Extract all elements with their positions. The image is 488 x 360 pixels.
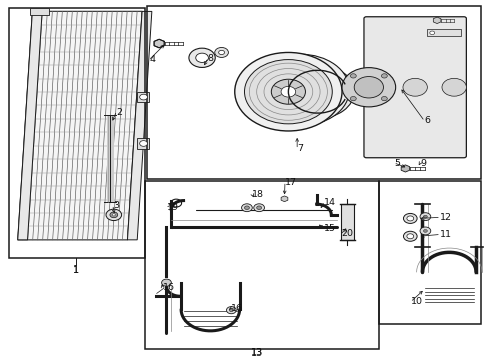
Circle shape bbox=[226, 307, 236, 314]
Circle shape bbox=[140, 141, 147, 146]
Circle shape bbox=[423, 229, 427, 232]
Circle shape bbox=[403, 231, 416, 241]
Circle shape bbox=[423, 215, 427, 218]
Polygon shape bbox=[432, 17, 440, 23]
Polygon shape bbox=[154, 39, 164, 48]
Text: 8: 8 bbox=[207, 54, 213, 63]
Circle shape bbox=[218, 50, 224, 55]
Circle shape bbox=[229, 309, 233, 312]
Polygon shape bbox=[427, 29, 461, 36]
Circle shape bbox=[110, 212, 118, 218]
Circle shape bbox=[402, 78, 427, 96]
Circle shape bbox=[112, 214, 115, 216]
Bar bbox=[9, 8, 144, 258]
Bar bbox=[340, 204, 353, 240]
Circle shape bbox=[271, 79, 305, 104]
Polygon shape bbox=[127, 12, 152, 240]
Text: 20: 20 bbox=[340, 229, 352, 238]
Polygon shape bbox=[281, 196, 287, 202]
Text: 1: 1 bbox=[73, 266, 79, 275]
Circle shape bbox=[350, 96, 356, 101]
Text: 11: 11 bbox=[439, 230, 450, 239]
Text: 1: 1 bbox=[73, 265, 79, 275]
FancyBboxPatch shape bbox=[363, 17, 466, 158]
Text: 7: 7 bbox=[297, 144, 303, 153]
Polygon shape bbox=[137, 92, 149, 103]
Text: 13: 13 bbox=[250, 348, 262, 358]
Circle shape bbox=[195, 53, 208, 62]
Circle shape bbox=[188, 48, 215, 67]
Circle shape bbox=[244, 60, 331, 124]
Circle shape bbox=[406, 216, 413, 221]
Polygon shape bbox=[18, 12, 142, 240]
Text: 2: 2 bbox=[116, 108, 122, 117]
Text: 9: 9 bbox=[419, 159, 425, 168]
Text: 16: 16 bbox=[230, 304, 243, 313]
Text: 15: 15 bbox=[324, 224, 335, 233]
Circle shape bbox=[353, 77, 383, 98]
Circle shape bbox=[234, 53, 341, 131]
Circle shape bbox=[381, 96, 386, 101]
Circle shape bbox=[290, 72, 344, 111]
Circle shape bbox=[403, 213, 416, 224]
Text: 16: 16 bbox=[162, 283, 174, 292]
Circle shape bbox=[214, 48, 228, 58]
Text: 5: 5 bbox=[394, 159, 400, 168]
Text: 19: 19 bbox=[166, 203, 178, 212]
Text: 18: 18 bbox=[252, 190, 264, 199]
Circle shape bbox=[441, 78, 466, 96]
Circle shape bbox=[253, 204, 264, 212]
Circle shape bbox=[261, 61, 339, 118]
Bar bbox=[378, 181, 480, 324]
Text: 12: 12 bbox=[439, 213, 450, 222]
Circle shape bbox=[106, 209, 122, 221]
Circle shape bbox=[241, 204, 252, 212]
Polygon shape bbox=[18, 12, 42, 240]
Polygon shape bbox=[137, 138, 149, 149]
Circle shape bbox=[244, 206, 249, 210]
Circle shape bbox=[419, 213, 430, 221]
Text: 14: 14 bbox=[324, 198, 335, 207]
Polygon shape bbox=[30, 8, 49, 15]
Text: 13: 13 bbox=[250, 348, 262, 357]
Circle shape bbox=[381, 74, 386, 78]
Bar bbox=[147, 6, 480, 179]
Circle shape bbox=[350, 74, 356, 78]
Circle shape bbox=[281, 65, 353, 118]
Circle shape bbox=[419, 227, 430, 235]
Text: 10: 10 bbox=[410, 297, 423, 306]
Bar bbox=[144, 181, 378, 349]
Circle shape bbox=[363, 78, 387, 96]
Text: 3: 3 bbox=[113, 202, 119, 211]
Circle shape bbox=[140, 94, 147, 100]
Circle shape bbox=[341, 68, 395, 107]
Circle shape bbox=[406, 234, 413, 239]
Text: 4: 4 bbox=[149, 55, 155, 64]
Circle shape bbox=[429, 31, 434, 35]
Text: 6: 6 bbox=[423, 116, 429, 125]
Circle shape bbox=[303, 81, 331, 103]
Circle shape bbox=[251, 54, 348, 126]
Polygon shape bbox=[400, 165, 409, 172]
Text: 17: 17 bbox=[285, 178, 296, 187]
Circle shape bbox=[281, 86, 295, 97]
Circle shape bbox=[256, 206, 261, 210]
Circle shape bbox=[161, 279, 171, 286]
